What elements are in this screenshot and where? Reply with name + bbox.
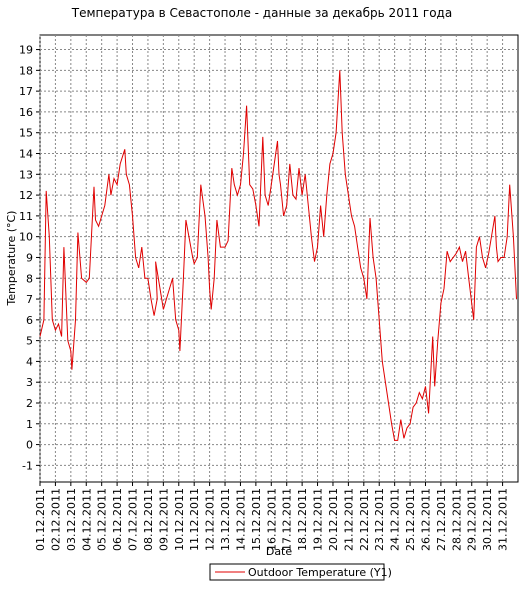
x-tick-label: 27.12.2011 — [435, 488, 448, 551]
x-tick-label: 23.12.2011 — [373, 488, 386, 551]
x-tick-label: 08.12.2011 — [142, 488, 155, 551]
x-tick-label: 02.12.2011 — [49, 488, 62, 551]
legend: Outdoor Temperature (Y1) — [209, 563, 392, 581]
x-tick-label: 24.12.2011 — [389, 488, 402, 551]
y-tick-label: 5 — [26, 335, 33, 348]
x-tick-label: 20.12.2011 — [327, 488, 340, 551]
y-tick-label: 1 — [26, 418, 33, 431]
x-tick-label: 30.12.2011 — [481, 488, 494, 551]
x-tick-label: 28.12.2011 — [450, 488, 463, 551]
x-tick-label: 21.12.2011 — [342, 488, 355, 551]
x-tick-label: 01.12.2011 — [34, 488, 47, 551]
x-tick-label: 17.12.2011 — [281, 488, 294, 551]
x-tick-label: 19.12.2011 — [312, 488, 325, 551]
x-tick-label: 09.12.2011 — [157, 488, 170, 551]
y-tick-label: 8 — [26, 272, 33, 285]
y-tick-label: 9 — [26, 251, 33, 264]
x-tick-label: 22.12.2011 — [358, 488, 371, 551]
x-tick-label: 14.12.2011 — [234, 488, 247, 551]
x-tick-label: 15.12.2011 — [250, 488, 263, 551]
x-tick-label: 03.12.2011 — [65, 488, 78, 551]
y-tick-label: 2 — [26, 397, 33, 410]
x-tick-label: 10.12.2011 — [173, 488, 186, 551]
x-tick-label: 26.12.2011 — [419, 488, 432, 551]
y-tick-label: 15 — [19, 127, 33, 140]
x-tick-label: 04.12.2011 — [80, 488, 93, 551]
plot-area — [39, 34, 519, 483]
data-line — [39, 70, 517, 441]
y-tick-label: 0 — [26, 439, 33, 452]
x-tick-label: 07.12.2011 — [127, 488, 140, 551]
x-tick-label: 25.12.2011 — [404, 488, 417, 551]
y-tick-label: 4 — [26, 355, 33, 368]
y-tick-label: 19 — [19, 44, 33, 57]
x-tick-label: 05.12.2011 — [96, 488, 109, 551]
chart-title: Температура в Севастополе - данные за де… — [71, 6, 452, 20]
y-tick-label: 6 — [26, 314, 33, 327]
y-tick-label: -1 — [22, 459, 33, 472]
y-tick-label: 16 — [19, 106, 33, 119]
y-tick-label: 10 — [19, 231, 33, 244]
y-tick-label: 14 — [19, 148, 33, 161]
y-tick-label: 11 — [19, 210, 33, 223]
x-tick-label: 29.12.2011 — [466, 488, 479, 551]
y-tick-label: 17 — [19, 85, 33, 98]
y-tick-label: 12 — [19, 189, 33, 202]
legend-box — [209, 563, 385, 581]
y-tick-label: 7 — [26, 293, 33, 306]
x-tick-label: 16.12.2011 — [265, 488, 278, 551]
legend-label: Outdoor Temperature (Y1) — [248, 566, 392, 579]
x-axis-label: Date — [266, 545, 293, 558]
y-tick-label: 18 — [19, 64, 33, 77]
x-tick-label: 06.12.2011 — [111, 488, 124, 551]
x-tick-label: 13.12.2011 — [219, 488, 232, 551]
x-tick-label: 18.12.2011 — [296, 488, 309, 551]
y-tick-label: 3 — [26, 376, 33, 389]
y-tick-label: 13 — [19, 168, 33, 181]
x-tick-label: 31.12.2011 — [497, 488, 510, 551]
x-tick-label: 11.12.2011 — [188, 488, 201, 551]
y-axis-label: Temperature (°C) — [5, 211, 18, 307]
x-tick-label: 12.12.2011 — [204, 488, 217, 551]
